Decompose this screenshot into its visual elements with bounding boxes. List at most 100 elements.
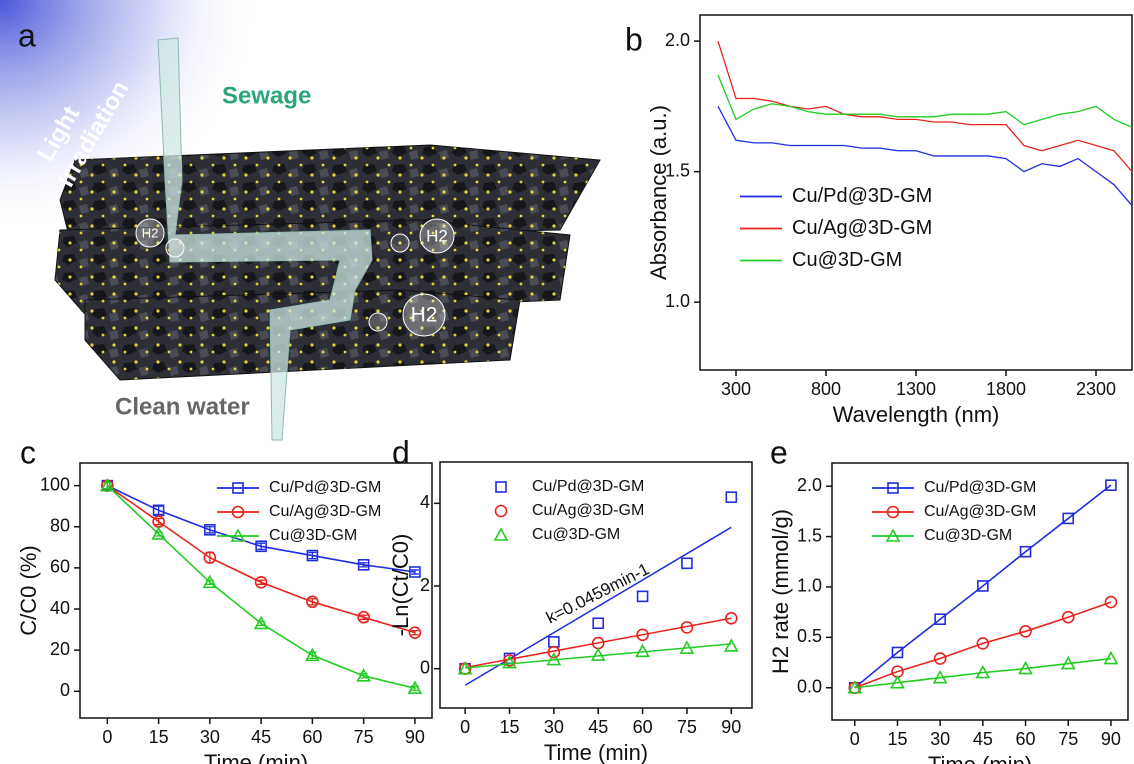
legend-marker [493, 527, 509, 541]
x-axis-label: Time (min) [928, 752, 1032, 764]
x-tick-label: 30 [544, 717, 564, 737]
y-axis-label: -Ln(Ct/C0) [388, 534, 413, 637]
error-bar [308, 651, 317, 660]
x-tick-label: 90 [1101, 729, 1121, 749]
marker [1019, 625, 1032, 638]
layer-dots [85, 290, 520, 380]
legend-marker [230, 528, 246, 542]
marker [636, 628, 649, 642]
y-tick-label: 2 [420, 575, 430, 595]
y-tick-label: 2.0 [797, 475, 822, 495]
marker [203, 551, 217, 564]
legend-label: Cu/Pd@3D-GM [792, 185, 932, 207]
legend-label: Cu/Ag@3D-GM [269, 503, 381, 520]
x-tick-label: 15 [149, 727, 169, 747]
marker [1019, 545, 1032, 558]
bubble [402, 293, 446, 337]
marker [681, 557, 693, 570]
y-axis-label: C/C0 (%) [16, 545, 41, 635]
marker [408, 626, 422, 639]
marker [202, 574, 218, 589]
x-tick-label: 75 [677, 717, 697, 737]
legend-label: Cu/Pd@3D-GM [269, 479, 381, 496]
y-tick-label: 1.0 [665, 291, 690, 311]
fit-line [465, 617, 732, 669]
marker [635, 643, 650, 658]
panel-label: a [18, 17, 36, 53]
plot-frame [439, 461, 753, 709]
marker [253, 615, 269, 630]
error-bar [103, 481, 112, 490]
x-tick-label: 30 [930, 729, 950, 749]
x-axis-label: Wavelength (nm) [833, 402, 1000, 427]
water-stream [157, 37, 373, 441]
x-tick-label: 45 [588, 717, 608, 737]
marker [1060, 655, 1076, 670]
marker [975, 664, 991, 679]
marker [932, 669, 948, 684]
error-bar [308, 551, 317, 560]
x-tick-label: 60 [633, 717, 653, 737]
x-tick-label: 75 [354, 727, 374, 747]
marker [1062, 512, 1075, 525]
marker [723, 638, 739, 652]
marker [409, 566, 421, 578]
marker [890, 675, 905, 689]
error-bar [154, 517, 163, 526]
sewage-label: Sewage [222, 82, 311, 109]
marker [305, 647, 320, 662]
legend-marker [887, 482, 899, 494]
series-line [854, 484, 1112, 689]
x-tick-label: 1800 [986, 379, 1026, 399]
bubble [419, 218, 455, 254]
error-bar [410, 629, 419, 636]
y-tick-label: 4 [420, 492, 430, 512]
legend-label: Cu@3D-GM [924, 527, 1012, 544]
panel-label: c [20, 434, 36, 470]
marker [546, 651, 562, 666]
marker [306, 595, 319, 609]
x-tick-label: 45 [251, 727, 271, 747]
y-tick-label: 0 [60, 680, 70, 700]
x-tick-label: 60 [302, 727, 322, 747]
marker [934, 613, 946, 626]
x-tick-label: 45 [973, 729, 993, 749]
bubble [368, 312, 388, 332]
y-tick-label: 0.0 [797, 676, 822, 696]
legend-label: Cu@3D-GM [792, 249, 902, 271]
series-line [854, 657, 1112, 689]
y-tick-label: 20 [50, 639, 70, 659]
error-bar [154, 505, 163, 516]
y-tick-label: 0 [420, 657, 430, 677]
marker [548, 636, 560, 648]
error-bar [410, 569, 419, 575]
y-tick-label: 1.0 [797, 576, 822, 596]
error-bar [359, 562, 368, 568]
x-tick-label: 15 [887, 729, 907, 749]
legend-label: Cu/Pd@3D-GM [532, 478, 644, 495]
x-tick-label: 90 [405, 727, 425, 747]
bubble-label: H2 [426, 226, 448, 245]
error-bar [308, 598, 317, 606]
marker [457, 661, 473, 675]
clean-water-label: Clean water [115, 393, 250, 420]
bubble [135, 218, 165, 248]
x-axis-label: Time (min) [544, 740, 648, 764]
marker [847, 680, 863, 694]
marker [1061, 610, 1075, 624]
legend-label: Cu@3D-GM [532, 526, 620, 543]
error-bar [257, 542, 266, 551]
plot-frame [79, 462, 433, 719]
legend-marker [232, 482, 244, 494]
marker [891, 646, 904, 659]
x-tick-label: 300 [721, 379, 751, 399]
series-line [717, 74, 1133, 128]
legend-label: Cu/Ag@3D-GM [532, 502, 644, 519]
marker [976, 637, 990, 650]
y-tick-label: 100 [40, 474, 70, 494]
marker [204, 524, 216, 536]
x-tick-label: 2300 [1076, 379, 1116, 399]
legend-marker [885, 528, 901, 542]
bubble-label: H2 [142, 225, 159, 240]
error-bar [205, 526, 214, 534]
